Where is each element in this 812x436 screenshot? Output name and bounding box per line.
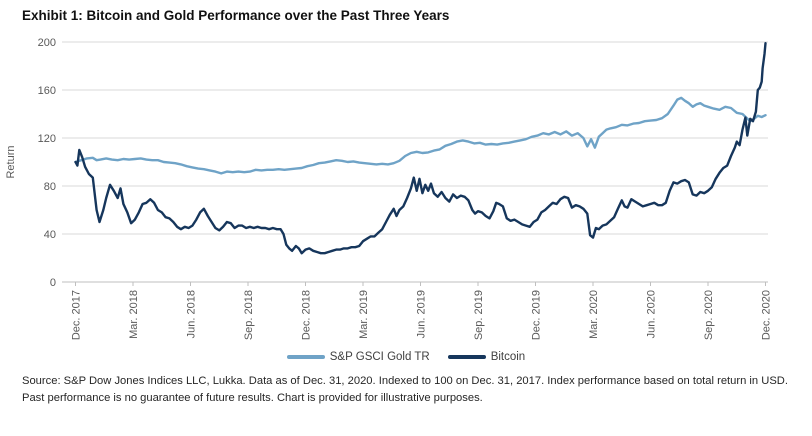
gold-line-swatch (286, 355, 325, 359)
svg-text:Jun. 2019: Jun. 2019 (416, 290, 428, 338)
svg-text:Mar. 2020: Mar. 2020 (588, 290, 600, 339)
svg-text:Sep. 2018: Sep. 2018 (243, 290, 255, 340)
svg-text:Dec. 2018: Dec. 2018 (301, 290, 313, 340)
source-disclaimer: Source: S&P Dow Jones Indices LLC, Lukka… (22, 375, 788, 404)
svg-text:80: 80 (44, 181, 56, 193)
legend-item-gold: S&P GSCI Gold TR (286, 351, 430, 363)
chart-title: Exhibit 1: Bitcoin and Gold Performance … (22, 8, 450, 23)
svg-text:160: 160 (38, 85, 56, 97)
svg-text:Jun. 2020: Jun. 2020 (646, 290, 658, 338)
svg-text:Dec. 2020: Dec. 2020 (761, 290, 773, 340)
svg-text:0: 0 (50, 277, 56, 289)
svg-text:Dec. 2019: Dec. 2019 (531, 290, 543, 340)
svg-text:Mar. 2018: Mar. 2018 (128, 290, 140, 339)
line-chart: 0 40 80 120 160 200 Dec. 2017 Mar. 2018 Jun. 201… (5, 37, 773, 340)
svg-text:Return: Return (5, 145, 17, 178)
legend-item-bitcoin: Bitcoin (447, 351, 526, 363)
legend-label-bitcoin: Bitcoin (490, 351, 526, 363)
svg-text:Jun. 2018: Jun. 2018 (186, 290, 198, 338)
svg-text:Sep. 2019: Sep. 2019 (473, 290, 485, 340)
bitcoin-line-swatch (447, 355, 486, 359)
svg-text:Mar. 2019: Mar. 2019 (358, 290, 370, 339)
svg-text:Dec. 2017: Dec. 2017 (71, 290, 83, 340)
svg-text:Sep. 2020: Sep. 2020 (703, 290, 715, 340)
svg-text:40: 40 (44, 229, 56, 241)
svg-text:120: 120 (38, 133, 56, 145)
chart-legend: S&P GSCI Gold TR Bitcoin (0, 351, 812, 363)
legend-label-gold: S&P GSCI Gold TR (329, 351, 430, 363)
svg-text:200: 200 (38, 37, 56, 49)
